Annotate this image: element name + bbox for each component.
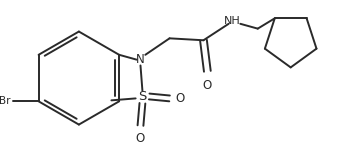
Text: NH: NH bbox=[224, 16, 241, 26]
Text: Br: Br bbox=[0, 96, 10, 106]
Text: O: O bbox=[175, 92, 185, 105]
Text: O: O bbox=[136, 132, 145, 145]
Text: O: O bbox=[203, 79, 212, 92]
Text: S: S bbox=[138, 90, 147, 103]
Text: N: N bbox=[136, 53, 145, 66]
